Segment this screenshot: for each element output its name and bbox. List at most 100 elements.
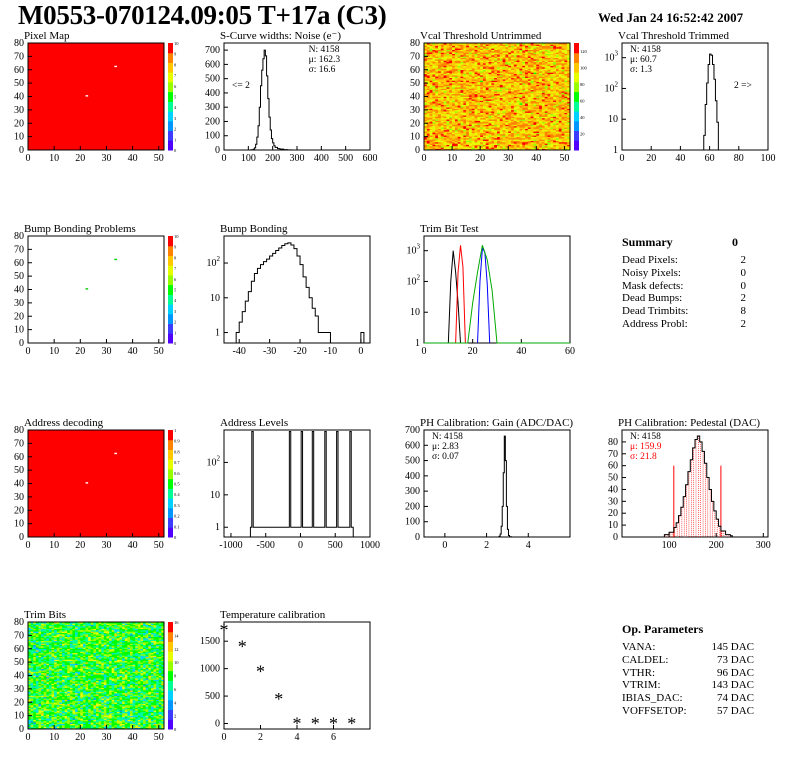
heatmap-cell xyxy=(446,65,450,68)
heatmap-cell xyxy=(471,52,475,54)
heatmap-cell xyxy=(466,52,470,54)
heatmap-cell xyxy=(513,116,517,119)
heatmap-cell xyxy=(482,64,487,67)
heatmap-cell xyxy=(457,99,461,101)
heatmap-cell xyxy=(505,60,509,63)
heatmap-cell xyxy=(460,95,464,97)
heatmap-cell xyxy=(539,113,543,116)
heatmap-cell xyxy=(567,143,571,145)
heatmap-cell xyxy=(30,716,34,719)
heatmap-cell xyxy=(516,116,520,119)
heatmap-cell xyxy=(513,51,517,53)
heatmap-cell xyxy=(432,104,436,107)
heatmap-cell xyxy=(550,76,554,79)
heatmap-cell xyxy=(541,80,546,83)
heatmap-cell xyxy=(558,83,562,85)
heatmap-cell xyxy=(474,79,478,81)
heatmap-cell xyxy=(463,111,467,113)
heatmap-cell xyxy=(499,89,503,92)
heatmap-cell xyxy=(33,656,37,659)
heatmap-cell xyxy=(508,141,512,144)
heatmap-cell xyxy=(480,43,484,45)
heatmap-cell xyxy=(35,640,39,643)
heatmap-cell xyxy=(468,107,473,109)
heatmap-cell xyxy=(429,111,433,113)
heatmap-cell xyxy=(30,708,34,711)
heatmap-cell xyxy=(525,44,529,46)
heatmap-cell xyxy=(511,79,515,81)
heatmap-cell xyxy=(536,61,540,64)
heatmap-cell xyxy=(561,123,565,125)
heatmap-cell xyxy=(471,132,475,135)
heatmap-cell xyxy=(522,135,526,137)
heatmap-cell xyxy=(502,47,506,49)
heatmap-cell xyxy=(541,101,546,104)
heatmap-cell xyxy=(35,674,39,676)
heatmap-cell xyxy=(485,45,489,48)
heatmap-cell xyxy=(544,116,548,119)
x-tick-label: -500 xyxy=(257,540,275,551)
heatmap-cell xyxy=(443,144,447,147)
heatmap-cell xyxy=(550,97,554,100)
heatmap-cell xyxy=(533,61,537,64)
heatmap-cell xyxy=(497,89,501,92)
heatmap-cell xyxy=(440,65,444,68)
heatmap-cell xyxy=(550,108,554,111)
heatmap-cell xyxy=(522,69,526,72)
heatmap-cell xyxy=(474,115,478,117)
heatmap-cell xyxy=(553,73,557,76)
heatmap-cell xyxy=(443,51,447,53)
heatmap-cell xyxy=(541,68,546,71)
heatmap-cell xyxy=(435,115,439,117)
heatmap-cell xyxy=(494,95,498,97)
heatmap-cell xyxy=(466,133,470,136)
heatmap-cell xyxy=(527,124,531,127)
heatmap-cell xyxy=(564,57,568,60)
heatmap-cell xyxy=(480,131,484,133)
heatmap-cell xyxy=(525,69,529,72)
heatmap-cell xyxy=(511,49,515,52)
heatmap-cell xyxy=(438,55,442,57)
heatmap-cell xyxy=(536,47,540,49)
heatmap-cell xyxy=(561,97,565,100)
heatmap-fill xyxy=(28,43,164,150)
heatmap-cell xyxy=(544,49,548,52)
heatmap-cell xyxy=(488,131,492,133)
heatmap-cell xyxy=(474,43,478,45)
heatmap-cell xyxy=(463,115,467,117)
heatmap-cell xyxy=(426,123,430,125)
heatmap-cell xyxy=(544,77,548,80)
heatmap-cell xyxy=(536,105,540,108)
heatmap-cell xyxy=(485,103,489,105)
heatmap-cell xyxy=(435,107,439,109)
heatmap-cell xyxy=(33,670,37,672)
heatmap-cell xyxy=(35,644,39,647)
colorbar-segment xyxy=(574,111,579,122)
heatmap-cell xyxy=(553,72,557,75)
heatmap-cell xyxy=(432,51,436,53)
heatmap-cell xyxy=(443,64,447,67)
heatmap-cell xyxy=(541,111,546,113)
heatmap-cell xyxy=(547,89,551,92)
heatmap-cell xyxy=(477,84,481,87)
heatmap-cell xyxy=(525,113,529,116)
heatmap-cell xyxy=(452,115,456,117)
heatmap-cell xyxy=(555,129,560,132)
heatmap-cell xyxy=(466,75,470,77)
heatmap-cell xyxy=(502,104,506,107)
heatmap-cell xyxy=(547,113,551,116)
heatmap-cell xyxy=(558,129,562,132)
heatmap-cell xyxy=(555,73,560,76)
heatmap-cell xyxy=(522,108,526,111)
heatmap-cell xyxy=(438,120,442,123)
heatmap-cell xyxy=(35,647,39,650)
heatmap-cell xyxy=(474,47,478,49)
heatmap-cell xyxy=(452,129,456,132)
heatmap-cell xyxy=(460,53,464,56)
heatmap-cell xyxy=(432,132,436,135)
heatmap-cell xyxy=(539,125,543,128)
heatmap-cell xyxy=(497,139,501,141)
heatmap-cell xyxy=(457,57,461,60)
heatmap-cell xyxy=(547,76,551,79)
heatmap-cell xyxy=(497,112,501,115)
